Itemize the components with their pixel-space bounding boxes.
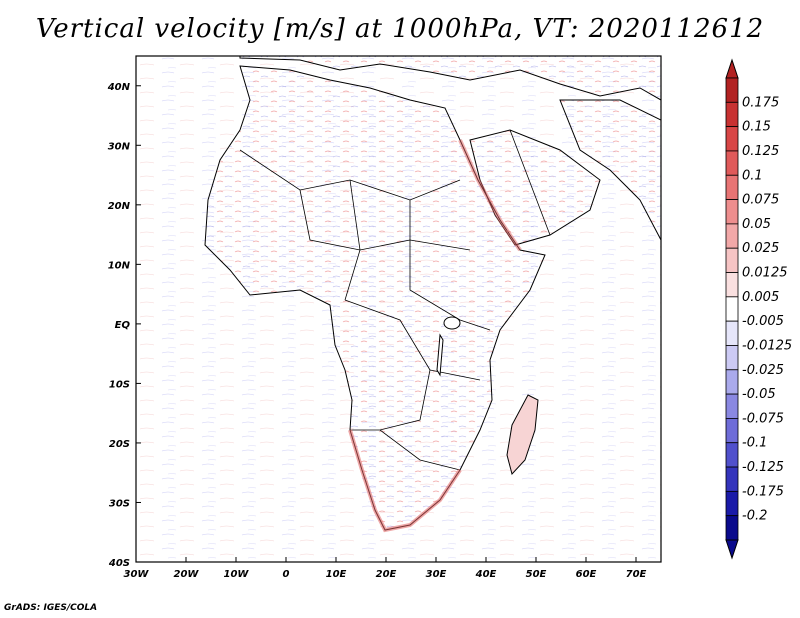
colorbar-label: -0.005 — [742, 314, 784, 329]
colorbar-swatch — [725, 150, 739, 176]
colorbar-label: 0.05 — [742, 217, 771, 232]
colorbar: 0.175 0.15 0.125 0.1 0.075 0.05 0.025 0.0125 0.0… — [725, 58, 792, 560]
colorbar-swatch — [725, 272, 739, 298]
colorbar-swatch — [725, 223, 739, 249]
colorbar-label: -0.025 — [742, 363, 784, 378]
colorbar-swatch — [725, 393, 739, 419]
lon-tick-label: 20W — [174, 569, 200, 580]
lon-tick-label: 10E — [326, 569, 347, 580]
lat-tick-label: 40N — [107, 82, 131, 93]
lon-tick-label: 30E — [426, 569, 447, 580]
map-frame-border — [135, 55, 662, 563]
colorbar-label: 0.005 — [742, 290, 779, 305]
colorbar-label: 0.1 — [742, 168, 763, 183]
lon-tick-label: 50E — [526, 569, 547, 580]
lat-tick-label: 30S — [109, 498, 130, 509]
lat-tick-label: 10N — [108, 260, 131, 271]
colorbar-swatch — [725, 199, 739, 225]
red-sea-updraft-band — [458, 139, 522, 252]
lat-tick-label: 20N — [108, 201, 131, 212]
colorbar-bottom-arrow — [725, 539, 739, 560]
colorbar-label: 0.125 — [742, 144, 779, 159]
madagascar-landmass — [506, 394, 539, 476]
colorbar-swatch — [725, 126, 739, 152]
lon-tick-label: 10W — [224, 569, 250, 580]
colorbar-label: 0.0125 — [742, 266, 788, 281]
lat-tick-label: 40S — [108, 558, 130, 569]
colorbar-label: -0.2 — [742, 509, 767, 524]
colorbar-label: 0.15 — [742, 120, 771, 135]
colorbar-swatch — [725, 515, 739, 541]
chart-title: Vertical velocity [m/s] at 1000hPa, VT: … — [35, 14, 765, 44]
iran-landmass — [559, 99, 661, 241]
colorbar-top-arrow — [725, 58, 739, 79]
colorbar-swatch — [725, 466, 739, 492]
colorbar-label: -0.125 — [742, 460, 784, 475]
lake-tanganyika — [436, 333, 444, 377]
lon-tick-label: 20E — [376, 569, 397, 580]
lon-tick-label: 70E — [626, 569, 647, 580]
colorbar-label: -0.05 — [742, 387, 776, 402]
colorbar-label: -0.0125 — [742, 338, 792, 353]
lat-tick-label: EQ — [115, 320, 131, 331]
country-borders — [239, 129, 551, 471]
lake-victoria — [443, 316, 461, 330]
colorbar-swatch — [725, 369, 739, 395]
lat-tick-label: 10S — [109, 379, 130, 390]
colorbar-swatch — [725, 345, 739, 371]
colorbar-swatch — [725, 247, 739, 273]
lon-tick-label: 0 — [283, 569, 290, 580]
colorbar-swatch — [725, 442, 739, 468]
colorbar-label: 0.175 — [742, 95, 779, 110]
colorbar-swatch — [725, 320, 739, 346]
colorbar-swatch — [725, 174, 739, 200]
colorbar-label: -0.175 — [742, 484, 784, 499]
colorbar-label: 0.025 — [742, 241, 779, 256]
axis-ticks: 30W 20W 10W 0 10E 20E 30E 40E 50E 60E 70E 40N 30N 20N… — [107, 82, 647, 580]
colorbar-swatch — [725, 490, 739, 517]
lon-tick-label: 30W — [124, 569, 150, 580]
lat-tick-label: 30N — [108, 141, 131, 152]
lon-tick-label: 40E — [475, 569, 497, 580]
colorbar-label: 0.075 — [742, 193, 779, 208]
colorbar-swatch — [725, 418, 739, 444]
colorbar-label: -0.1 — [742, 436, 767, 451]
coastal-updraft-band — [348, 429, 462, 533]
lon-tick-label: 60E — [576, 569, 597, 580]
colorbar-swatch — [725, 101, 739, 128]
lat-tick-label: 20S — [109, 439, 130, 450]
colorbar-swatch — [725, 296, 739, 322]
colorbar-label: -0.075 — [742, 411, 784, 426]
colorbar-swatch — [725, 77, 739, 103]
grads-credit: GrADS: IGES/COLA — [4, 603, 98, 613]
europe-landmass — [239, 56, 661, 101]
